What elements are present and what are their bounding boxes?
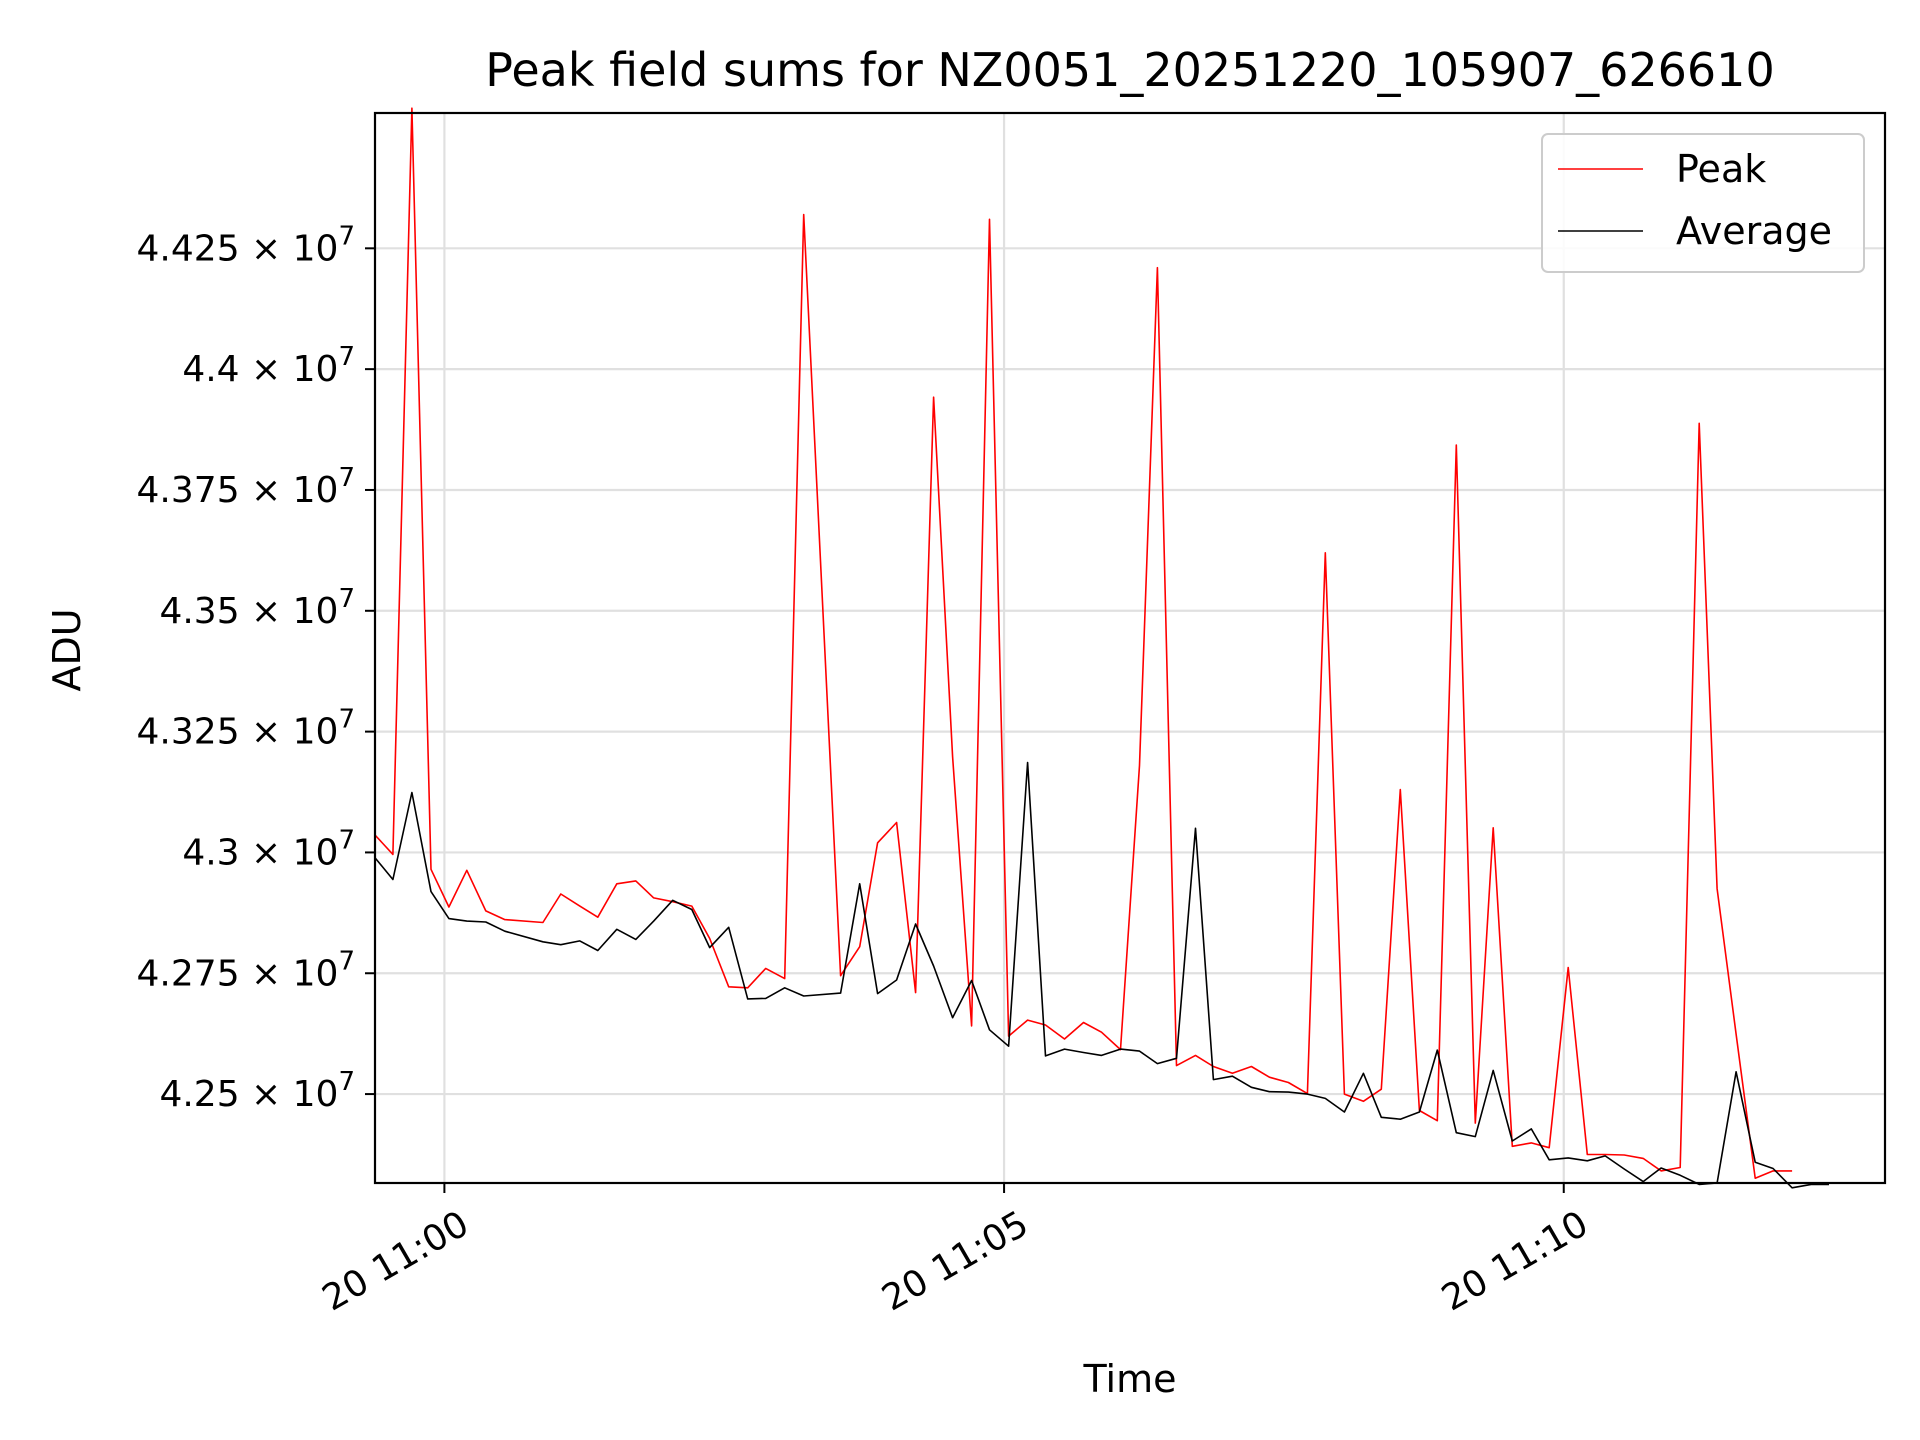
grid-layer [375,113,1885,1183]
plot-frame [373,111,1887,1185]
x-tick-label-1: 20 11:05 [875,1203,1035,1319]
series-line-peak [374,107,1793,1179]
y-tick-label-6: 4.4 × 107 [182,342,355,390]
y-tick-label-2: 4.3 × 107 [182,825,355,873]
y-tick-label-0: 4.25 × 107 [159,1067,355,1115]
y-tick-label-3: 4.325 × 107 [137,705,355,753]
chart-title: Peak field sums for NZ0051_20251220_1059… [485,43,1774,97]
legend: Peak Average [1541,133,1865,273]
y-axis-label: ADU [45,608,89,691]
y-tick-label-4: 4.35 × 107 [159,584,355,632]
series-layer [374,107,1829,1189]
axis-layer: 20 11:00 20 11:05 20 11:10 4.25 × 107 4.275 … [137,111,1887,1319]
legend-label-peak: Peak [1676,147,1766,191]
series-line-average [374,761,1829,1189]
y-tick-label-1: 4.275 × 107 [137,946,355,994]
y-tick-label-5: 4.375 × 107 [137,463,355,511]
x-tick-label-0: 20 11:00 [316,1203,476,1319]
legend-label-average: Average [1676,209,1832,253]
y-tick-label-7: 4.425 × 107 [137,221,355,269]
x-tick-label-2: 20 11:10 [1435,1203,1595,1319]
x-axis-label: Time [1083,1357,1177,1401]
